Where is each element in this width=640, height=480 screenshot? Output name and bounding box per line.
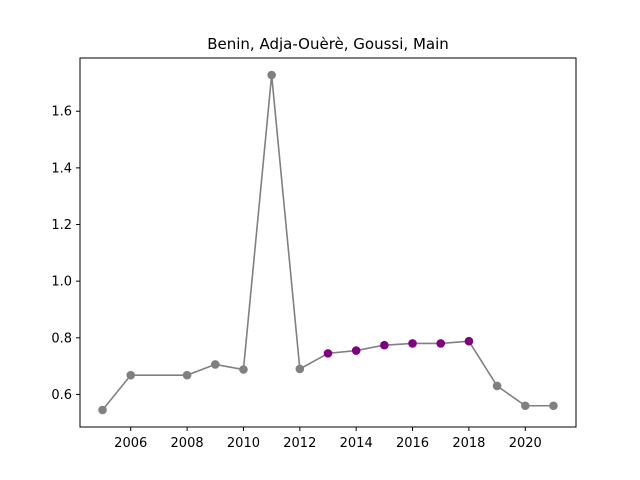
data-point — [408, 339, 417, 348]
data-point — [98, 405, 107, 415]
data-point — [295, 364, 305, 374]
plot-frame — [79, 57, 577, 428]
data-point — [323, 349, 333, 358]
y-tick-label: 1.4 — [51, 161, 72, 176]
data-point — [182, 370, 192, 380]
data-point — [520, 401, 530, 411]
data-point — [549, 401, 558, 411]
data-point — [436, 339, 446, 348]
y-tick-label: 1.6 — [51, 105, 72, 120]
x-tick-label: 2018 — [452, 436, 485, 451]
x-tick-label: 2016 — [396, 436, 429, 451]
x-tick-label: 2008 — [171, 436, 204, 451]
data-point — [380, 340, 389, 350]
x-tick-label: 2006 — [114, 436, 147, 451]
y-tick-label: 0.6 — [51, 388, 72, 403]
y-tick-label: 1.2 — [51, 218, 72, 233]
data-point — [267, 70, 276, 80]
x-tick-label: 2020 — [509, 436, 542, 451]
data-point — [464, 336, 474, 346]
chart-title: Benin, Adja-Ouèrè, Goussi, Main — [207, 35, 449, 53]
data-point — [239, 365, 248, 374]
x-tick-label: 2014 — [340, 436, 373, 451]
x-tick-label: 2012 — [283, 436, 316, 451]
data-point — [492, 381, 502, 391]
data-point — [351, 346, 361, 355]
x-tick-label: 2010 — [227, 436, 260, 451]
data-point — [126, 370, 136, 380]
y-tick-label: 1.0 — [51, 275, 72, 290]
data-point — [210, 360, 220, 369]
y-tick-label: 0.8 — [51, 331, 72, 346]
series-line — [101, 74, 554, 411]
